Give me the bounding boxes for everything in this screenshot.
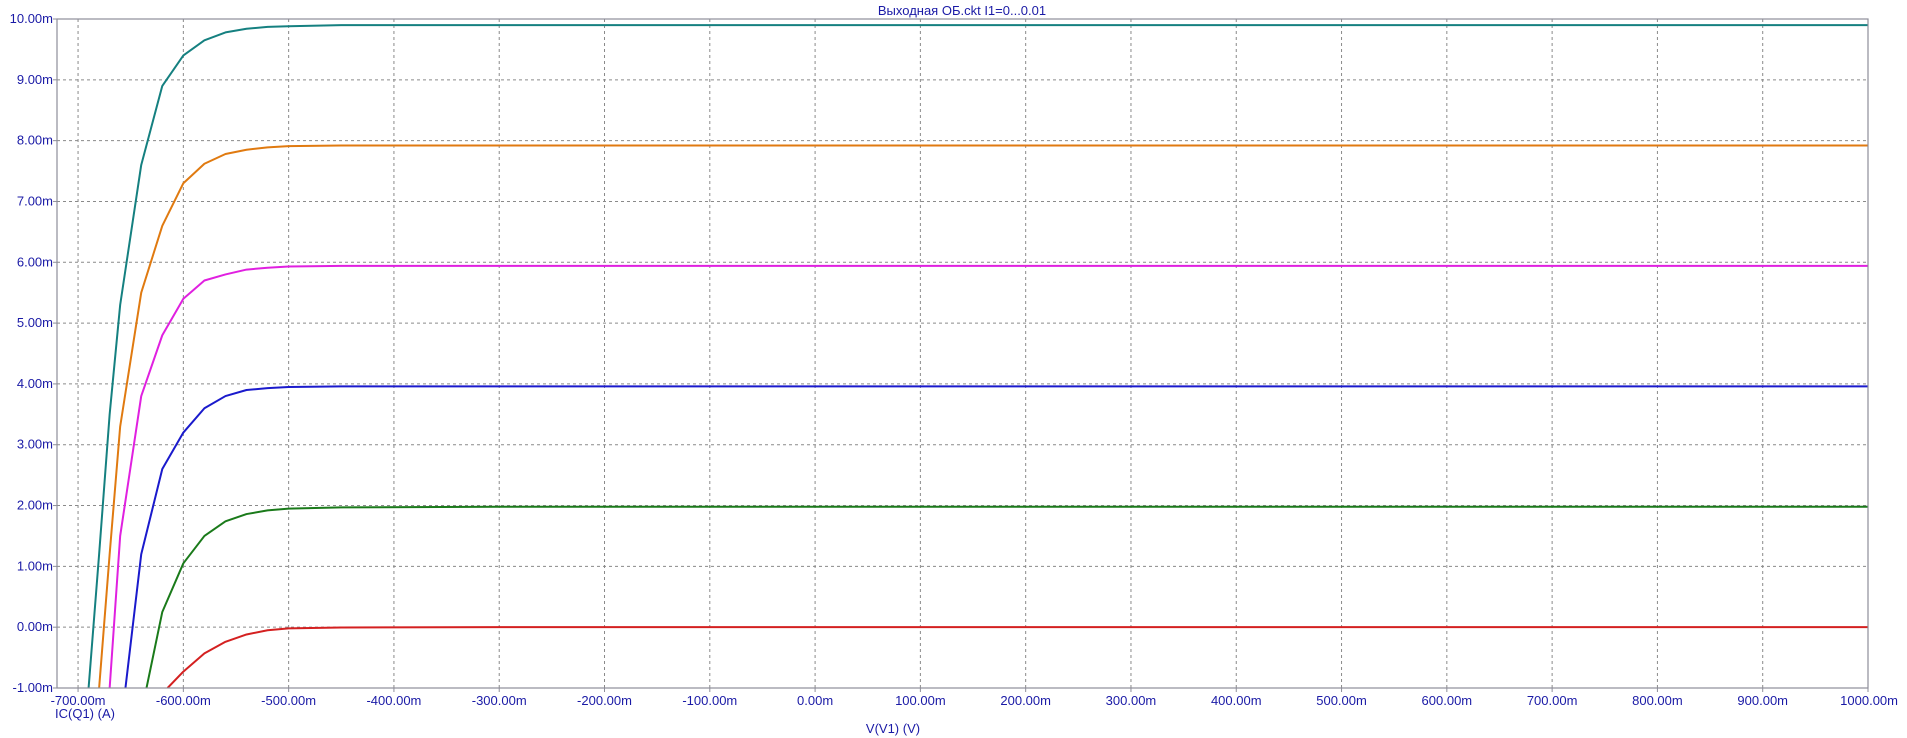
y-tick-label: 10.00m [10, 11, 53, 26]
x-tick-label: -100.00m [682, 693, 737, 708]
y-tick-label: 2.00m [17, 498, 53, 513]
y-tick-label: 6.00m [17, 254, 53, 269]
plot-frame [56, 18, 1869, 689]
y-tick-label: 3.00m [17, 437, 53, 452]
x-tick-label: 700.00m [1527, 693, 1578, 708]
x-tick-label: -200.00m [577, 693, 632, 708]
y-tick-label: -1.00m [13, 680, 53, 695]
y-tick-label: 0.00m [17, 619, 53, 634]
x-tick-label: 100.00m [895, 693, 946, 708]
y-tick-label: 4.00m [17, 376, 53, 391]
x-tick-label: -600.00m [156, 693, 211, 708]
x-axis-label: V(V1) (V) [866, 721, 920, 736]
x-tick-label: 500.00m [1316, 693, 1367, 708]
series-layer [87, 24, 1868, 688]
x-tick-label: 400.00m [1211, 693, 1262, 708]
x-tick-label: 600.00m [1422, 693, 1473, 708]
series-line-1 [166, 626, 1868, 688]
x-tick-label: 200.00m [1000, 693, 1051, 708]
chart-title: Выходная ОБ.ckt I1=0...0.01 [878, 3, 1046, 18]
x-tick-label: -500.00m [261, 693, 316, 708]
y-tick-label: 9.00m [17, 72, 53, 87]
y-tick-label: 5.00m [17, 315, 53, 330]
x-axis-ticks: -700.00m -600.00m -500.00m -400.00m -300.00m… [51, 688, 1898, 708]
series-line-3 [124, 385, 1868, 688]
y-tick-label: 7.00m [17, 193, 53, 208]
y-axis-ticks: -1.00m 0.00m 1.00m 2.00m 3.00m 4.00m 5.00m 6.00… [10, 11, 57, 695]
y-tick-label: 1.00m [17, 558, 53, 573]
x-tick-label: -700.00m [51, 693, 106, 708]
y-tick-label: 8.00m [17, 133, 53, 148]
series-line-4 [108, 264, 1868, 688]
series-line-6 [87, 24, 1868, 688]
x-tick-label: 800.00m [1632, 693, 1683, 708]
series-line-2 [145, 505, 1868, 688]
x-tick-label: -400.00m [366, 693, 421, 708]
grid [57, 19, 1868, 688]
x-tick-label: 900.00m [1737, 693, 1788, 708]
x-tick-label: 300.00m [1106, 693, 1157, 708]
x-tick-label: 0.00m [797, 693, 833, 708]
series-line-5 [98, 144, 1868, 688]
x-tick-label: 1000.00m [1840, 693, 1898, 708]
y-axis-label: IC(Q1) (A) [55, 706, 115, 721]
x-tick-label: -300.00m [472, 693, 527, 708]
